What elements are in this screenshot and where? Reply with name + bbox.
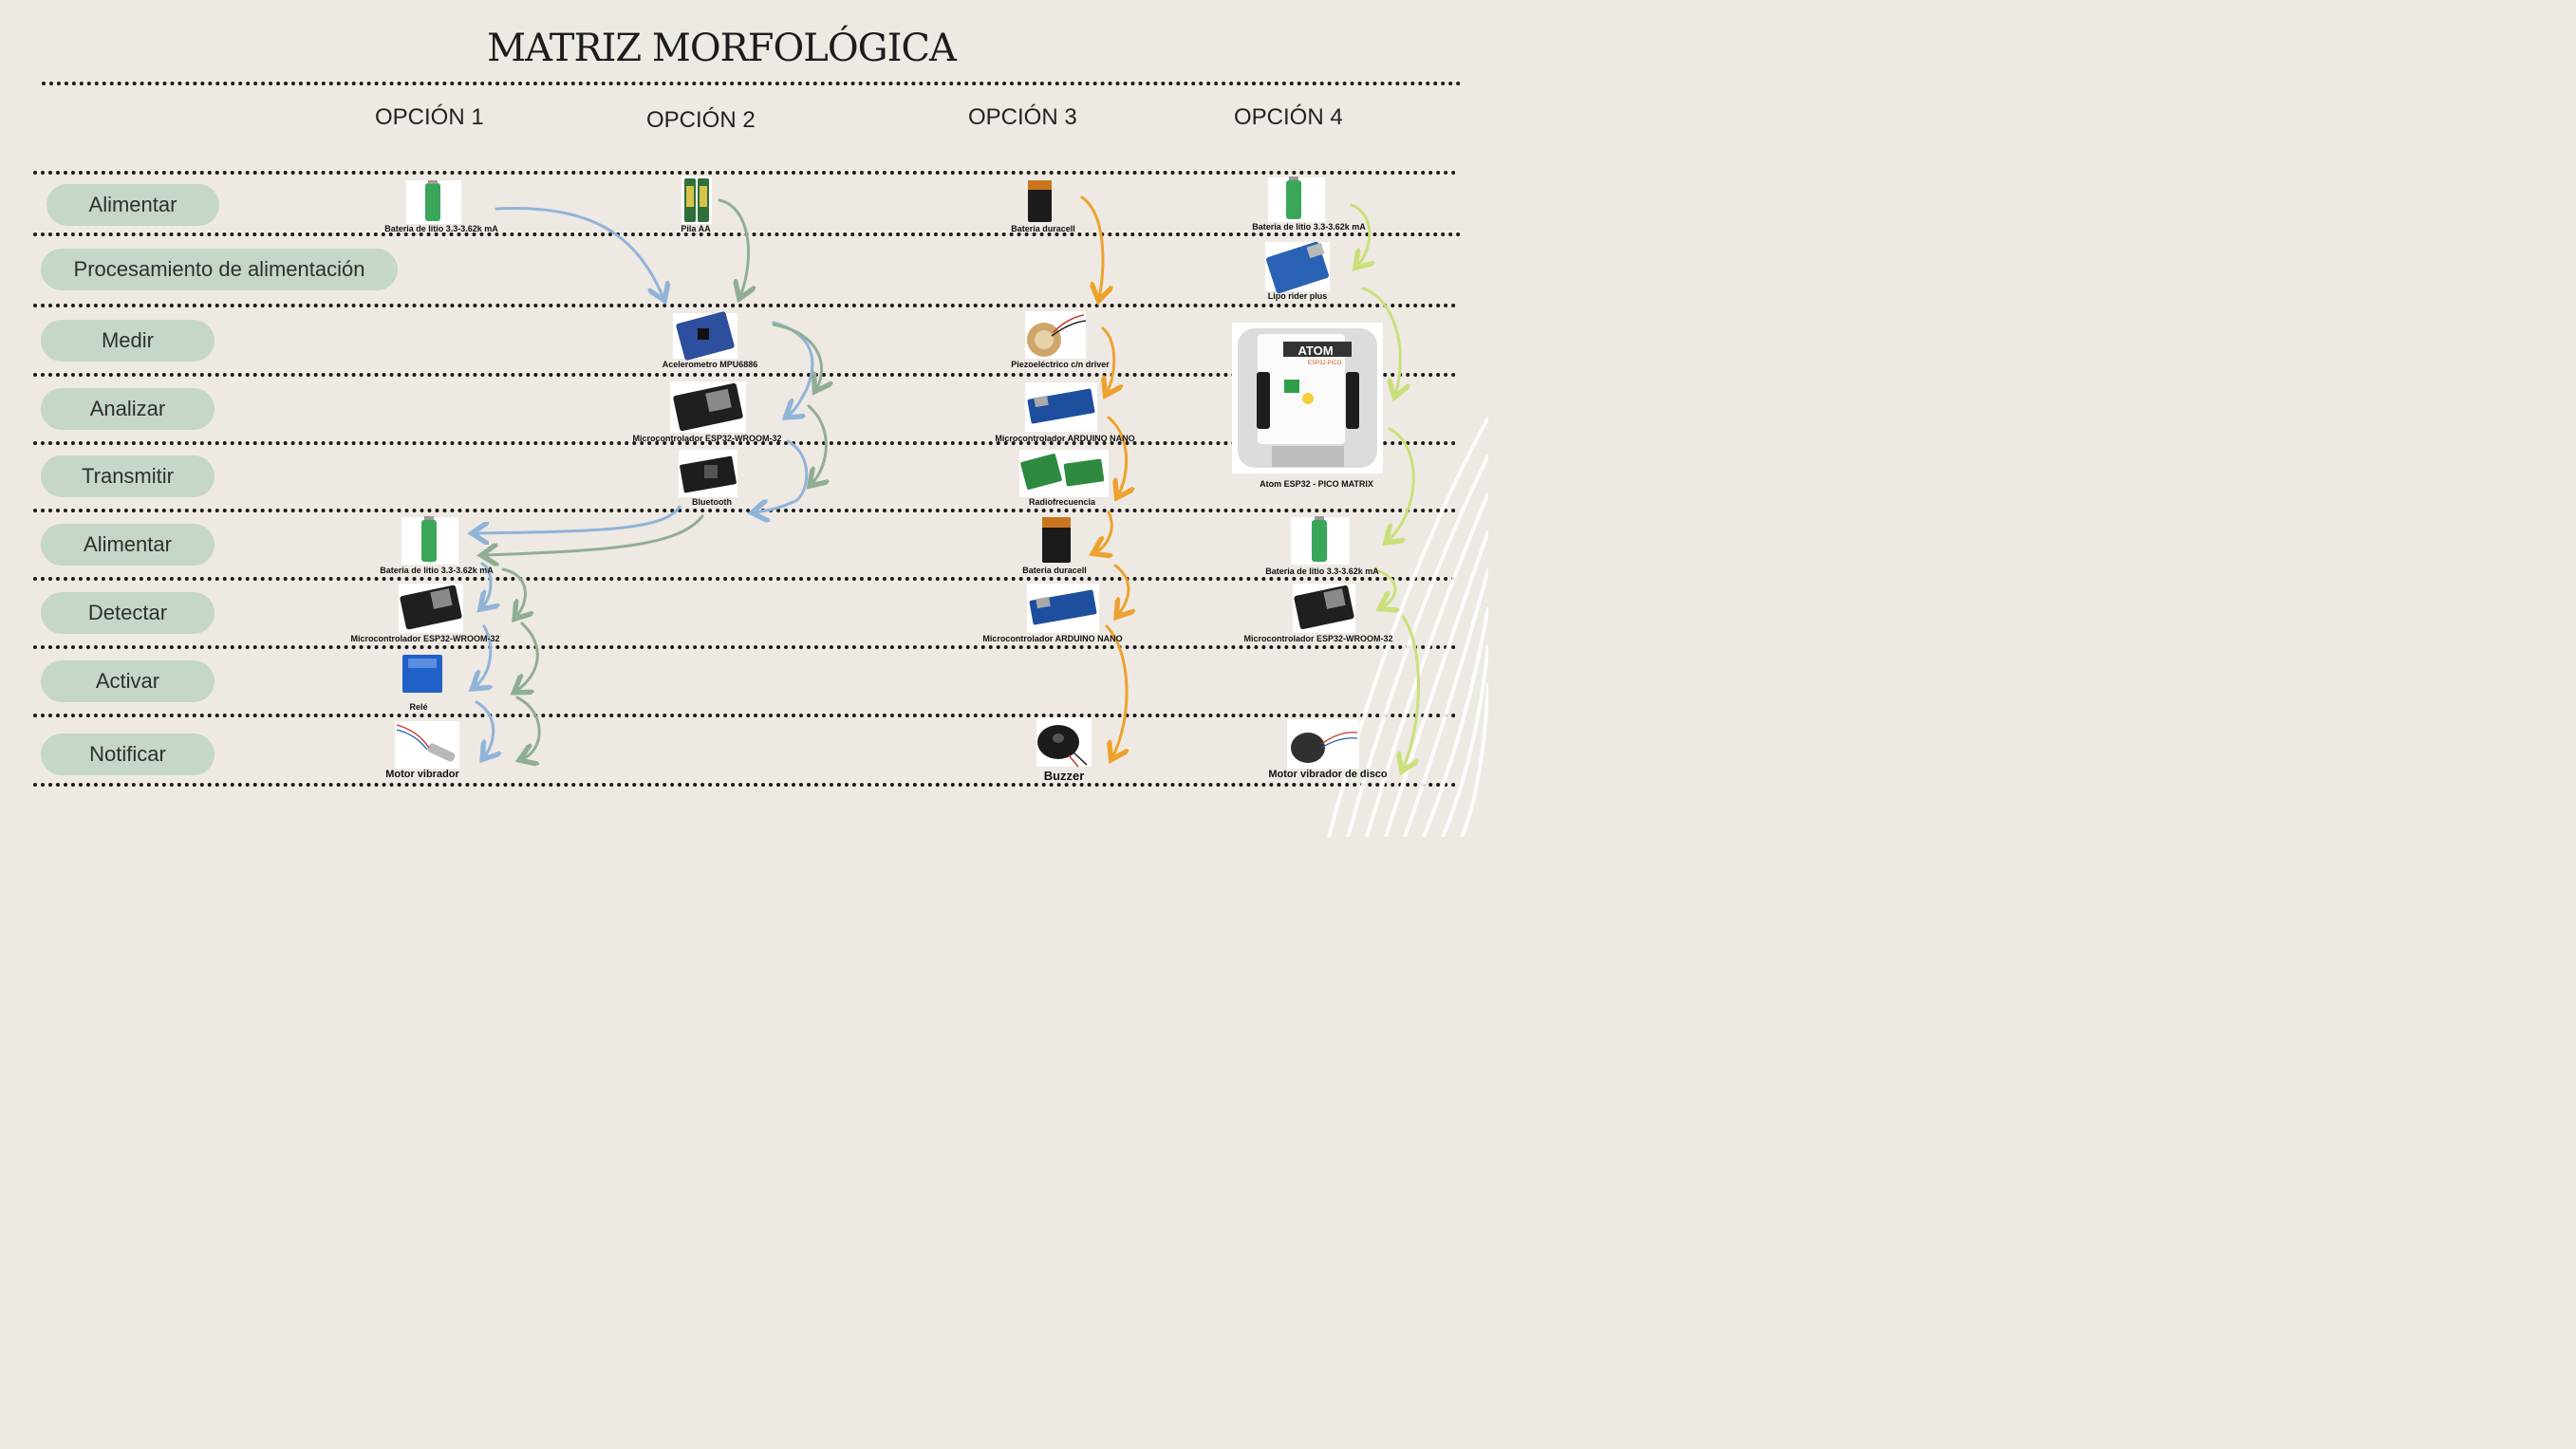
atom-board-icon xyxy=(1232,323,1383,474)
arduino-nano-icon xyxy=(1027,584,1099,633)
row-divider xyxy=(33,645,1457,649)
option-4-path-arrow xyxy=(1361,287,1400,395)
row-label-notificar: Notificar xyxy=(41,734,215,775)
lithium-battery-icon xyxy=(1268,176,1325,222)
option-3-path-arrow xyxy=(1115,564,1129,615)
row-divider xyxy=(33,714,1457,717)
row-label-transmitir: Transmitir xyxy=(41,455,215,497)
esp32-board-icon xyxy=(670,381,746,433)
column-header-option-1: OPCIÓN 1 xyxy=(375,104,484,130)
caption-opcion3-bateria-duracell-2: Bateria duracell xyxy=(1022,566,1087,575)
lithium-battery-icon xyxy=(1291,516,1350,565)
caption-opcion2-microcontrolador: Microcontrolador ESP32-WROOM-32 xyxy=(632,434,782,443)
option-2-path-arrow xyxy=(718,198,749,296)
row-divider xyxy=(33,373,1457,377)
row-divider xyxy=(33,171,1457,175)
atom-chip-text: ESP32-PICO xyxy=(1308,361,1342,366)
caption-opcion4-bateria-litio-2: Bateria de litio 3.3-3.62k mA xyxy=(1265,567,1379,576)
caption-opcion2-acelerometro: Acelerometro MPU6886 xyxy=(662,360,758,369)
piezo-element-icon xyxy=(1025,311,1087,359)
row-label-alimentar: Alimentar xyxy=(47,184,219,226)
option-4-path-arrow xyxy=(1403,615,1420,769)
option-3-path-arrow xyxy=(1107,416,1127,495)
caption-opcion4-motor-disco: Motor vibrador de disco xyxy=(1268,769,1388,780)
caption-opcion3-microcontrolador: Microcontrolador ARDUINO NANO xyxy=(995,434,1135,443)
option-1-path-arrow xyxy=(495,206,663,298)
vibration-motor-icon xyxy=(395,721,459,769)
caption-opcion1-microcontrolador: Microcontrolador ESP32-WROOM-32 xyxy=(350,634,500,643)
rf-module-icon xyxy=(1019,450,1109,497)
column-header-option-4: OPCIÓN 4 xyxy=(1234,104,1343,130)
caption-opcion1-motor-vibrador: Motor vibrador xyxy=(385,769,459,780)
caption-opcion3-piezoelectrico: Piezoeléctrico c/n driver xyxy=(1011,360,1110,369)
row-label-activar: Activar xyxy=(41,660,215,702)
component-diagram: ATOM ESP32-PICO xyxy=(395,176,1488,837)
option-3-path-arrow xyxy=(1080,195,1103,298)
arduino-nano-icon xyxy=(1025,382,1097,432)
option-3-path-arrow xyxy=(1105,624,1127,757)
caption-opcion3-radiofrecuencia: Radiofrecuencia xyxy=(1028,497,1096,507)
caption-opcion1-bateria-litio: Bateria de litio 3.3-3.62k mA xyxy=(384,224,498,233)
option-4-path-arrow xyxy=(1350,203,1370,266)
caption-opcion4-microcontrolador: Microcontrolador ESP32-WROOM-32 xyxy=(1243,634,1393,643)
lithium-battery-icon xyxy=(406,180,461,224)
option-1-path-arrow xyxy=(475,624,491,687)
lipo-rider-board-icon xyxy=(1265,241,1330,294)
lithium-battery-icon xyxy=(401,516,458,565)
caption-opcion2-pila-aa: Pila AA xyxy=(681,224,711,233)
option-2-path-arrow xyxy=(516,622,539,691)
esp32-board-icon xyxy=(399,584,463,633)
caption-opcion4-bateria-litio: Bateria de litio 3.3-3.62k mA xyxy=(1252,222,1366,232)
esp32-board-icon xyxy=(1293,584,1355,633)
option-3-path-arrow xyxy=(1095,511,1111,552)
option-2-path-arrow xyxy=(501,567,525,617)
bluetooth-module-icon xyxy=(679,450,737,497)
row-divider xyxy=(33,577,1457,581)
row-label-medir: Medir xyxy=(41,320,215,362)
duracell-battery-icon xyxy=(1028,180,1052,222)
caption-opcion1-bateria-litio-2: Bateria de litio 3.3-3.62k mA xyxy=(380,566,494,575)
row-label-detectar: Detectar xyxy=(41,592,215,634)
page-title: MATRIZ MORFOLÓGICA xyxy=(487,27,957,70)
atom-logo-text: ATOM xyxy=(1297,344,1333,358)
option-4-path-arrow xyxy=(1372,567,1395,607)
aa-battery-icon xyxy=(681,176,712,224)
caption-opcion3-buzzer: Buzzer xyxy=(1043,769,1085,783)
column-header-option-3: OPCIÓN 3 xyxy=(968,104,1077,130)
caption-opcion3-bateria-duracell: Bateria duracell xyxy=(1011,224,1075,233)
row-label-alimentar-2: Alimentar xyxy=(41,524,215,566)
option-2-path-arrow xyxy=(772,323,822,389)
header-divider xyxy=(42,82,1462,85)
row-divider xyxy=(33,304,1457,307)
option-1-path-arrow xyxy=(475,505,681,533)
buzzer-icon xyxy=(1036,717,1092,768)
option-1-path-arrow xyxy=(755,439,809,512)
option-3-path-arrow xyxy=(1103,326,1114,393)
caption-opcion1-rele: Relé xyxy=(409,702,428,712)
row-label-analizar: Analizar xyxy=(41,388,215,430)
row-label-procesamiento-de-alimentacion: Procesamiento de alimentación xyxy=(41,249,398,290)
column-header-option-2: OPCIÓN 2 xyxy=(646,107,756,133)
disc-motor-icon xyxy=(1287,719,1359,769)
row-divider xyxy=(33,509,1457,512)
option-2-path-arrow xyxy=(484,514,704,555)
option-2-path-arrow xyxy=(517,696,541,759)
relay-icon xyxy=(402,655,442,693)
accelerometer-board-icon xyxy=(673,311,737,361)
option-1-path-arrow xyxy=(475,700,494,757)
row-divider xyxy=(33,783,1457,787)
decorative-stripes xyxy=(1327,417,1488,837)
option-4-path-arrow xyxy=(1388,427,1415,541)
row-divider xyxy=(33,441,1457,445)
option-2-path-arrow xyxy=(809,404,826,484)
caption-opcion3-microcontrolador-2: Microcontrolador ARDUINO NANO xyxy=(982,634,1123,643)
caption-opcion4-lipo-rider: Lipo rider plus xyxy=(1267,291,1328,301)
duracell-battery-icon xyxy=(1042,517,1071,563)
caption-opcion2-bluetooth: Bluetooth xyxy=(692,497,732,507)
caption-opcion4-atom: Atom ESP32 - PICO MATRIX xyxy=(1260,479,1373,489)
